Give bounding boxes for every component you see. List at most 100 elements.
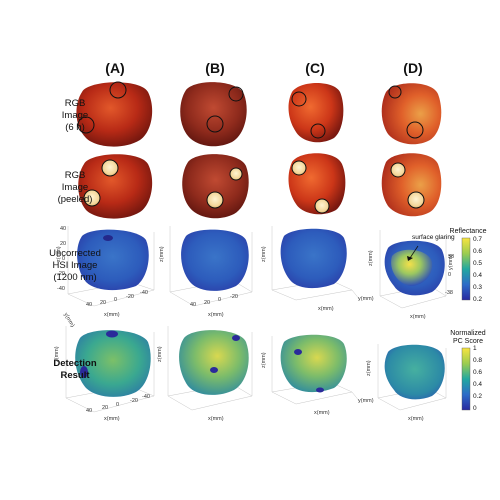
hsi-apple-c [280, 228, 347, 289]
peeled-row [78, 153, 442, 219]
y-axis-label: y(mm) [358, 398, 374, 404]
defect-mark [232, 335, 240, 341]
x-tick: 20 [100, 300, 106, 306]
det-apple-b [179, 330, 249, 395]
row-label-detection: Detection Result [53, 358, 97, 381]
annotation-arrow-head [407, 256, 413, 261]
colorbar-tick: 0.5 [473, 260, 483, 267]
row-label-peeled: RGB Image (peeled) [57, 170, 93, 205]
surface-glaring-label: surface glaring [412, 234, 455, 241]
glare-region [391, 249, 433, 286]
x-tick: 0 [218, 297, 221, 303]
det-apple-c [280, 334, 347, 393]
peeled-spot [390, 162, 406, 178]
column-label-d: (D) [403, 60, 423, 76]
row-label-hsi: Uncorrected HSI Image (1200 nm) [49, 248, 101, 283]
pc-colorbar [461, 347, 471, 411]
defect-circle [388, 85, 402, 99]
defect-mark [210, 367, 218, 373]
x-axis-label: x(mm) [104, 312, 120, 318]
defect-circle [291, 91, 307, 107]
column-label-c: (C) [305, 60, 325, 76]
y-axis-label: y(mm) [358, 296, 374, 302]
z-axis-label: z(mm) [368, 250, 374, 266]
reflectance-colorbar [461, 237, 471, 301]
apple-a [76, 82, 153, 147]
z-axis-label: z(mm) [56, 246, 62, 262]
colorbar-tick: 0.2 [473, 393, 483, 400]
y-tick: 0 [448, 272, 451, 278]
det-apple-a [75, 330, 151, 397]
defect-mark [103, 235, 113, 241]
peeled-spot [314, 198, 330, 214]
y-axis-label: y(mm) [448, 254, 454, 270]
defect-mark [294, 349, 302, 355]
colorbar-tick: 0.6 [473, 369, 483, 376]
x-axis-label: x(mm) [104, 416, 120, 422]
peeled-spot [291, 160, 307, 176]
x-tick: -20 [130, 398, 138, 404]
hsi-apple-b [181, 229, 249, 291]
x-axis-label: x(mm) [314, 410, 330, 416]
x-tick: 40 [86, 408, 92, 414]
x-axis-label: x(mm) [208, 416, 224, 422]
colorbar-tick: 0.2 [473, 296, 483, 303]
defect-mark [316, 387, 324, 393]
x-tick: -20 [230, 294, 238, 300]
z-tick: 20 [60, 241, 66, 247]
x-axis-label: x(mm) [408, 416, 424, 422]
colorbar-tick: 0.4 [473, 381, 483, 388]
x-axis-label: x(mm) [410, 314, 426, 320]
peeled-spot [229, 167, 243, 181]
reflectance-colorbar-title: Reflectance [449, 228, 487, 235]
z-tick: 40 [60, 226, 66, 232]
z-axis-label: z(mm) [261, 246, 267, 262]
y-axis-label: y(mm) [62, 312, 75, 329]
defect-circle [406, 121, 424, 139]
x-tick: 20 [204, 300, 210, 306]
defect-circle [109, 81, 127, 99]
apple-b [180, 82, 247, 147]
x-tick: 0 [116, 402, 119, 408]
z-tick: -40 [57, 286, 65, 292]
hsi-row [67, 226, 471, 309]
defect-mark [80, 366, 88, 378]
x-tick: 0 [114, 297, 117, 303]
annotation-arrow [409, 245, 419, 259]
x-tick: -20 [126, 294, 134, 300]
peeled-spot [101, 159, 119, 177]
colorbar-tick: 0.4 [473, 272, 483, 279]
z-tick: 0 [62, 256, 65, 262]
z-axis-label: z(mm) [366, 360, 372, 376]
x-axis-label: x(mm) [318, 306, 334, 312]
x-tick: 20 [102, 405, 108, 411]
pc-colorbar-title: Normalized PC Score [450, 330, 486, 345]
detection-row [65, 326, 471, 413]
colorbar-tick: 0.7 [473, 236, 483, 243]
x-tick: -40 [140, 290, 148, 296]
defect-circle [77, 116, 95, 134]
apple-b-peeled [182, 154, 249, 219]
column-label-b: (B) [205, 60, 225, 76]
x-tick: 40 [86, 302, 92, 308]
rgb-row [76, 81, 442, 147]
z-axis-label: z(mm) [54, 346, 60, 362]
apple-c [288, 83, 344, 143]
colorbar-tick: 0.8 [473, 357, 483, 364]
apple-d [381, 83, 442, 145]
z-tick: -20 [57, 271, 65, 277]
column-label-a: (A) [105, 60, 125, 76]
defect-circle [228, 86, 244, 102]
y-tick: 38 [448, 254, 454, 260]
peeled-spot [407, 191, 425, 209]
colorbar-tick: 0.3 [473, 284, 483, 291]
colorbar-tick: 1 [473, 345, 477, 352]
det-apple-d [384, 344, 445, 400]
defect-circle [206, 115, 224, 133]
peeled-spot [206, 191, 224, 209]
z-axis-label: z(mm) [159, 246, 165, 262]
colorbar-tick: 0 [473, 405, 477, 412]
x-axis-label: x(mm) [208, 312, 224, 318]
y-tick: -38 [445, 290, 453, 296]
